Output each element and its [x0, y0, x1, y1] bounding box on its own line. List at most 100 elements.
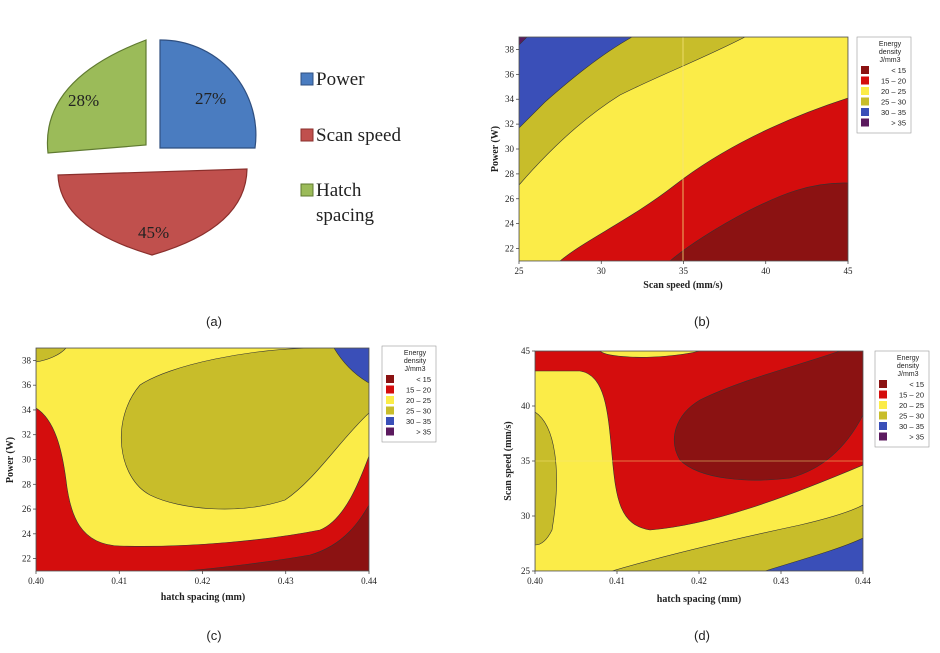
legend-entry: > 35	[891, 119, 906, 128]
x-tick-label: 35	[679, 266, 689, 276]
legend-label-power: Power	[316, 69, 365, 90]
legend-entry: 15 – 20	[406, 386, 431, 395]
legend-swatch	[386, 396, 394, 404]
caption-a: (a)	[206, 314, 222, 329]
x-tick-label: 0.41	[111, 576, 127, 586]
y-tick-label: 38	[22, 355, 32, 365]
legend-title: J/mm3	[898, 371, 919, 378]
legend-box	[381, 345, 437, 443]
pie-slice-hatch-spacing	[46, 39, 147, 154]
x-axis-label-d: hatch spacing (mm)	[657, 594, 741, 605]
pie-slice-scan-speed	[57, 168, 248, 256]
pie-chart-panel: 27% 45% 28% Power Scan speed Hatch spaci…	[46, 39, 401, 256]
legend-entry: < 15	[909, 380, 924, 389]
legend-swatch	[861, 97, 869, 106]
contour-panel-c: 0.40 0.41 0.42 0.43 0.44 22 24 26 28 30 32 34 36 38 h…	[5, 345, 437, 603]
y-tick-label: 30	[22, 455, 32, 465]
legend-entry: 30 – 35	[881, 108, 906, 117]
legend-title: Energy	[879, 41, 902, 48]
y-tick-label: 30	[505, 144, 515, 154]
legend-swatch	[879, 390, 887, 399]
legend-entry: 15 – 20	[899, 391, 924, 400]
x-axis-label-c: hatch spacing (mm)	[161, 592, 245, 603]
x-tick-label: 45	[844, 266, 854, 276]
legend-swatch	[879, 422, 887, 430]
legend-swatch	[879, 380, 887, 388]
contour-panel-d: 0.40 0.41 0.42 0.43 0.44 25 30 35 40 45 hatch spa…	[503, 346, 930, 605]
region-25-30	[120, 348, 369, 510]
y-tick-label: 26	[22, 504, 32, 514]
x-tick-label: 0.43	[278, 576, 294, 586]
legend-title: Energy	[897, 355, 920, 362]
legend-entry: 25 – 30	[899, 412, 924, 421]
legend-title: density	[879, 49, 902, 56]
legend-title: density	[897, 363, 920, 370]
pie-label-hatch-spacing: 28%	[68, 91, 99, 110]
legend-entry: 30 – 35	[406, 417, 431, 426]
region-20-25	[535, 370, 863, 571]
x-tick-label: 0.43	[773, 576, 789, 586]
pie-label-power: 27%	[195, 89, 226, 108]
y-tick-label: 22	[505, 244, 514, 254]
x-tick-label: 0.42	[691, 576, 707, 586]
y-tick-label: 25	[521, 566, 531, 576]
region-lt15	[184, 504, 369, 571]
x-tick-label: 40	[761, 266, 771, 276]
legend-swatch-power	[300, 72, 314, 86]
legend-swatch-scan-speed	[300, 128, 314, 142]
legend-entry: 25 – 30	[406, 407, 431, 416]
y-tick-label: 34	[505, 94, 515, 104]
legend-label-scan-speed: Scan speed	[316, 125, 401, 146]
y-tick-label: 34	[22, 405, 32, 415]
legend-entry: 30 – 35	[899, 422, 924, 431]
caption-d: (d)	[694, 628, 710, 643]
x-tick-label: 0.44	[361, 576, 377, 586]
region-20-25	[599, 351, 701, 358]
legend-entry: 20 – 25	[406, 396, 431, 405]
legend-swatch	[386, 375, 394, 383]
region-lt15	[669, 182, 848, 261]
legend-swatch	[861, 66, 869, 74]
region-30-35	[519, 37, 633, 129]
legend-swatch	[386, 427, 394, 436]
contour-panel-b: 25 30 35 40 45 22 24 26 28 30 32 34 36 38 Scan speed …	[490, 36, 912, 291]
y-tick-label: 28	[22, 479, 32, 489]
legend-label-spacing: spacing	[316, 205, 375, 226]
x-axis-label-b: Scan speed (mm/s)	[643, 280, 722, 291]
x-tick-label: 30	[597, 266, 607, 276]
legend-title: J/mm3	[880, 57, 901, 64]
x-tick-label: 0.40	[28, 576, 44, 586]
region-25-30	[611, 504, 863, 571]
legend-swatch	[861, 76, 869, 85]
y-tick-label: 22	[22, 554, 31, 564]
y-tick-label: 45	[521, 346, 531, 356]
y-tick-label: 28	[505, 169, 515, 179]
pie-slice-power	[159, 39, 257, 149]
legend-title: Energy	[404, 350, 427, 357]
y-tick-label: 32	[505, 119, 514, 129]
region-30-35	[333, 348, 369, 384]
legend-entry: > 35	[909, 433, 924, 442]
legend-swatch	[386, 406, 394, 415]
pie-label-scan-speed: 45%	[138, 223, 169, 242]
region-lt15	[673, 351, 863, 481]
legend-label-hatch: Hatch	[316, 180, 362, 201]
caption-b: (b)	[694, 314, 710, 329]
legend-swatch	[386, 417, 394, 425]
legend-entry: 20 – 25	[899, 401, 924, 410]
y-axis-label-d: Scan speed (mm/s)	[503, 421, 514, 500]
y-tick-label: 36	[505, 69, 515, 79]
legend-entry: > 35	[416, 428, 431, 437]
y-axis-label-c: Power (W)	[5, 437, 16, 483]
x-tick-label: 0.44	[855, 576, 871, 586]
legend-swatch	[861, 118, 869, 127]
y-tick-label: 40	[521, 401, 531, 411]
legend-swatch	[879, 411, 887, 420]
legend-swatch	[386, 385, 394, 394]
y-tick-label: 26	[505, 194, 515, 204]
legend-entry: < 15	[416, 375, 431, 384]
legend-box	[874, 350, 930, 448]
legend-swatch	[879, 401, 887, 409]
x-tick-label: 25	[515, 266, 525, 276]
